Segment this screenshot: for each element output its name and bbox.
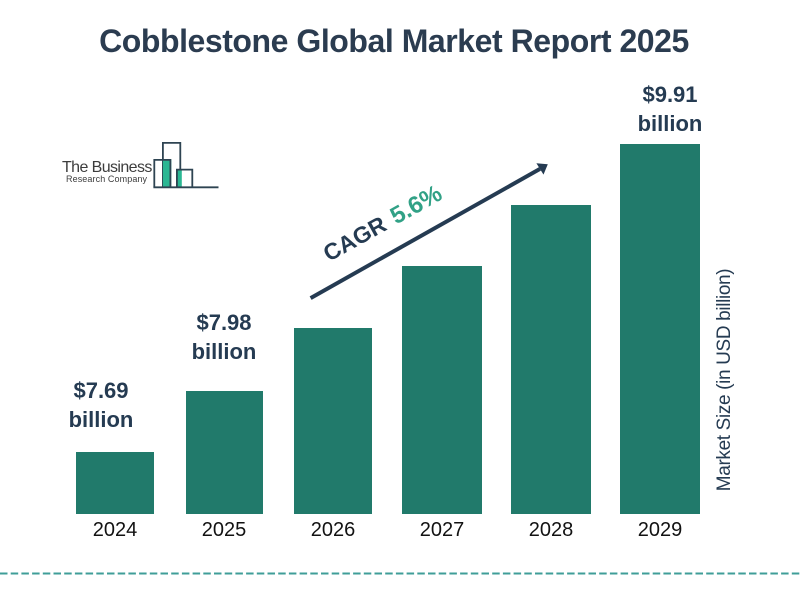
svg-text:CAGR5.6%: CAGR5.6% <box>319 180 447 267</box>
